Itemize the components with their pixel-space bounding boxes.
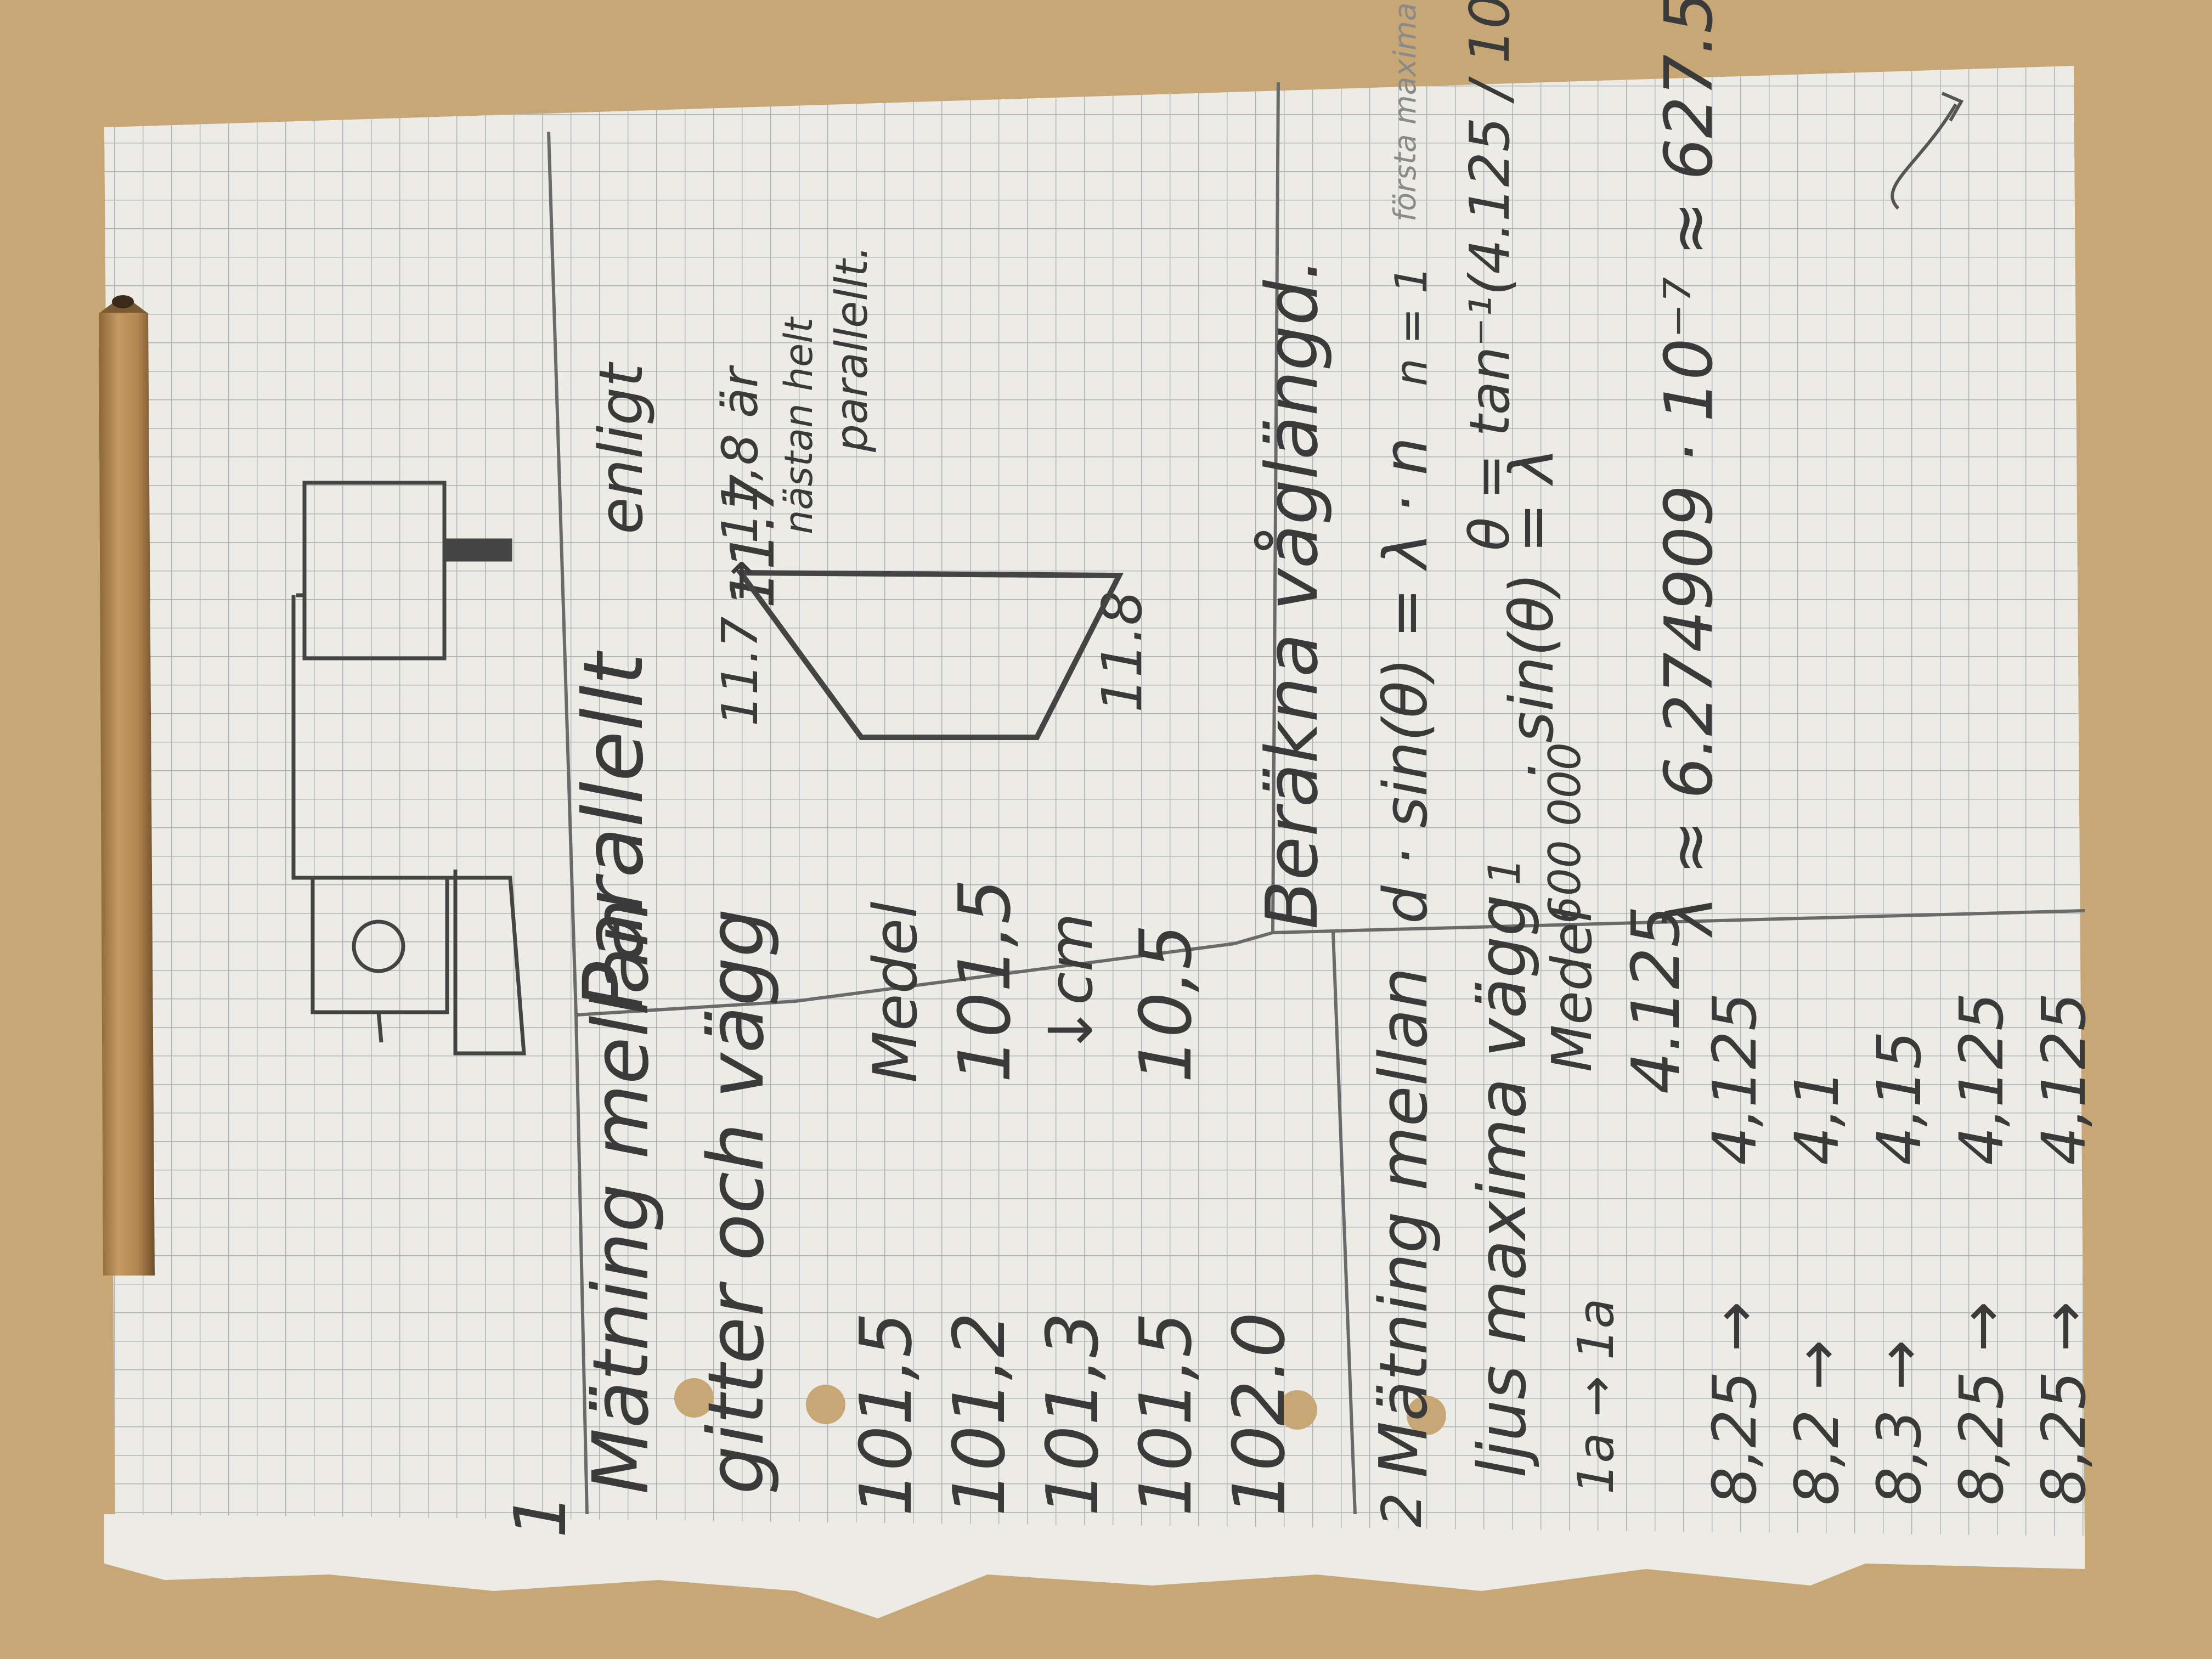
measure2-order-label: 1a → 1a bbox=[1567, 1299, 1625, 1494]
measure2-mean-value: 4.125 bbox=[1618, 905, 1695, 1094]
calc-fraction-den: 600 000 bbox=[1539, 742, 1590, 924]
measure1-mean-value: 101,5 bbox=[943, 879, 1026, 1083]
measure2-row-5-left: 8,25 → bbox=[2029, 1301, 2099, 1505]
calc-first-max: första maxima bbox=[1387, 3, 1423, 222]
section-parallel: Parallellt enligt 11.7 11.8 bbox=[566, 362, 1154, 1012]
measure2-row-2-left: 8,2 → bbox=[1782, 1340, 1852, 1505]
calc-title: Beräkna våglängd. bbox=[1250, 257, 1334, 929]
measure2-row-4-right: 4,125 bbox=[1946, 992, 2017, 1165]
curved-arrow-icon bbox=[1891, 103, 1957, 210]
parallel-subtitle: enligt bbox=[586, 362, 656, 534]
measure2-title-line1: Mätning mellan bbox=[1366, 967, 1442, 1478]
measure2-row-3-right: 4,15 bbox=[1864, 1031, 1934, 1165]
measure2-row-4-left: 8,25 → bbox=[1946, 1301, 2017, 1505]
measure2-row-1-right: 4,125 bbox=[1700, 992, 1770, 1165]
measure2-row-3-left: 8,3 → bbox=[1864, 1340, 1934, 1505]
pencil bbox=[99, 295, 155, 1276]
measure1-mean-label: Medel bbox=[860, 901, 930, 1083]
section-calc: Beräkna våglängd. d · sin(θ) = λ · n n =… bbox=[1250, 0, 1728, 938]
measure2-number: 2 bbox=[1370, 1492, 1434, 1527]
punch-holes bbox=[674, 1378, 1446, 1435]
measure2-row-1-left: 8,25 → bbox=[1700, 1301, 1770, 1505]
calc-theta: θ = tan⁻¹(4.125 / 101.5) bbox=[1458, 0, 1522, 551]
parallel-note-line3: parallellt. bbox=[826, 245, 877, 453]
parallel-note-line2: nästan helt bbox=[776, 316, 821, 534]
paper-sheet bbox=[104, 66, 2085, 1618]
calc-n-value: n = 1 bbox=[1386, 266, 1437, 387]
measure1-number: 1 bbox=[499, 1493, 582, 1538]
torn-edge bbox=[104, 1514, 2085, 1618]
parallel-title: Parallellt bbox=[566, 650, 662, 1012]
parallel-note: 11.7 → 11,8 är nästan helt parallellt. bbox=[712, 245, 877, 726]
trapezoid-sketch bbox=[735, 569, 1124, 740]
measure1-title-line1: Mätning mellan bbox=[577, 899, 666, 1494]
measure1-value-5: 102.0 bbox=[1217, 1312, 1301, 1516]
calc-fraction-num: 1 bbox=[1479, 857, 1530, 885]
measure1-title-line2: gitter och vägg bbox=[692, 909, 781, 1494]
measure1-unit-arrow: ↓cm bbox=[1036, 913, 1106, 1056]
measure2-title-line2: ljus maxima vägg bbox=[1465, 894, 1541, 1478]
parallel-note-line1: 11.7 → 11,8 är bbox=[712, 365, 769, 726]
calc-result: λ ≈ 6.274909 · 10⁻⁷ ≈ 627.5nm bbox=[1651, 0, 1728, 938]
measure1-mean-cm: 10,5 bbox=[1124, 924, 1207, 1083]
calc-formula: d · sin(θ) = λ · n bbox=[1370, 437, 1441, 924]
measure1-value-3: 101,3 bbox=[1031, 1312, 1114, 1516]
measure2-row-2-right: 4,1 bbox=[1782, 1069, 1852, 1165]
measure2-mean-label: Medel bbox=[1540, 907, 1604, 1072]
arrow-head-icon bbox=[1941, 92, 1964, 122]
measure1-value-4: 101,5 bbox=[1124, 1312, 1207, 1516]
calc-sin-part: · sin(θ) = λ bbox=[1497, 448, 1567, 781]
handwriting: Parallellt enligt 11.7 11.8 11.7 → 11,8 … bbox=[499, 0, 2099, 1538]
section-measure2: 2 Mätning mellan ljus maxima vägg 1a → 1… bbox=[1366, 894, 2099, 1527]
measure1-value-1: 101,5 bbox=[844, 1312, 928, 1516]
divider-lines bbox=[547, 82, 2085, 1515]
measure2-row-5-right: 4,125 bbox=[2029, 992, 2099, 1165]
measure1-value-2: 101,2 bbox=[938, 1312, 1021, 1516]
section-measure1: 1 Mätning mellan gitter och vägg 101,5 1… bbox=[499, 879, 1301, 1538]
apparatus-sketch bbox=[291, 481, 526, 1056]
